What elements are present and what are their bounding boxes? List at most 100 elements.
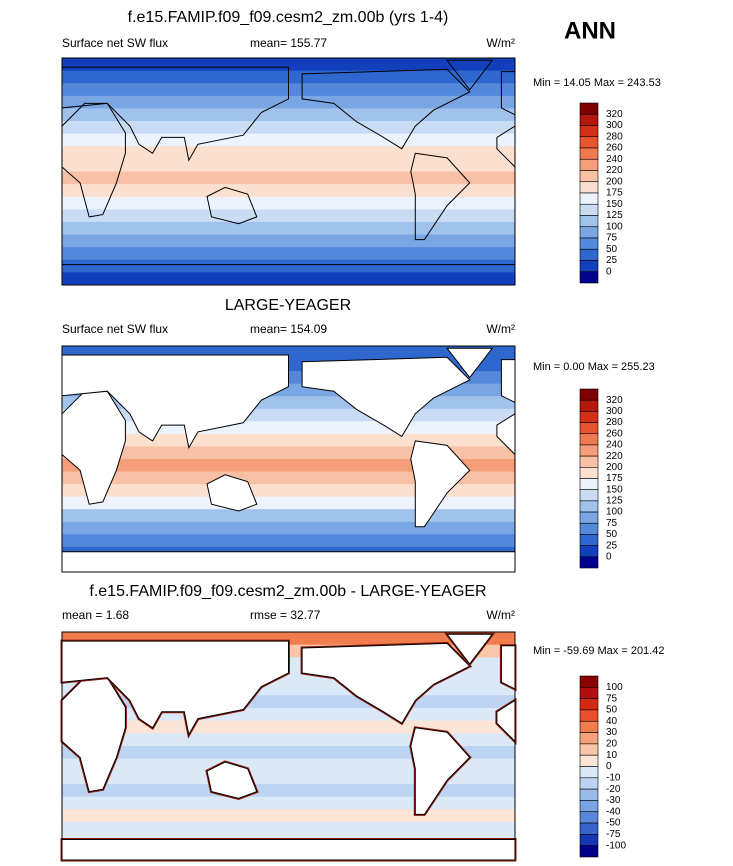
colorbar-box (579, 158, 599, 171)
colorbar-label: 175 (606, 473, 623, 484)
panel-title: LARGE-YEAGER (225, 297, 351, 314)
colorbar-label: 200 (606, 462, 623, 473)
center-label: rmse = 32.77 (250, 608, 321, 622)
colorbar-box (579, 455, 599, 468)
contour-band (62, 171, 515, 185)
colorbar-box (579, 444, 599, 457)
colorbar-label: -20 (606, 784, 621, 795)
colorbar-box (579, 522, 599, 535)
center-label: mean= 154.09 (250, 322, 327, 336)
coastline (301, 642, 471, 724)
colorbar-box (579, 226, 599, 239)
coastline (446, 347, 494, 379)
left-label: mean = 1.68 (62, 608, 129, 622)
contour-band (62, 446, 515, 460)
colorbar-label: 100 (606, 682, 623, 693)
colorbar-label: 240 (606, 440, 623, 451)
colorbar-label: 150 (606, 199, 623, 210)
colorbar-box (579, 732, 599, 745)
colorbar-label: 300 (606, 406, 623, 417)
colorbar-box (579, 709, 599, 722)
colorbar-label: 220 (606, 165, 623, 176)
colorbar-box (579, 822, 599, 835)
left-label: Surface net SW flux (62, 322, 168, 336)
contour-band (62, 771, 515, 785)
contour-band (62, 184, 515, 198)
coastline (301, 356, 471, 438)
contour-band (62, 733, 515, 747)
range-label: Min = 14.05 Max = 243.53 (533, 77, 661, 89)
coastline (61, 66, 289, 162)
colorbar-label: 240 (606, 154, 623, 165)
colorbar-box (579, 433, 599, 446)
colorbar-box (579, 720, 599, 733)
colorbar-box (579, 271, 599, 284)
colorbar-box (579, 788, 599, 801)
colorbar-label: 50 (606, 244, 618, 255)
colorbar-label: 0 (606, 551, 612, 562)
contour-band (62, 234, 515, 248)
contour-band (62, 459, 515, 473)
contour-band (62, 121, 515, 135)
contour-band (62, 146, 515, 160)
left-label: Surface net SW flux (62, 36, 168, 50)
coastline (446, 59, 494, 91)
colorbar-label: 100 (606, 221, 623, 232)
colorbar-box (579, 478, 599, 490)
colorbar-label: 200 (606, 176, 623, 187)
contour-band (62, 196, 515, 210)
contour-band (62, 209, 515, 223)
colorbar-box (579, 777, 599, 790)
contour-band (62, 421, 515, 435)
colorbar-label: 260 (606, 143, 623, 154)
contour-band (62, 133, 515, 147)
colorbar-label: 50 (606, 529, 618, 540)
colorbar-box (579, 125, 599, 138)
colorbar-box (579, 675, 599, 688)
colorbar-box (579, 845, 599, 858)
colorbar-label: 75 (606, 693, 618, 704)
contour-band (62, 58, 515, 72)
colorbar-label: 25 (606, 540, 618, 551)
contour-band (62, 521, 515, 535)
contour-band (62, 746, 515, 760)
coastline (61, 551, 516, 573)
colorbar-box (579, 556, 599, 569)
map-frame (61, 57, 516, 286)
coastline (410, 152, 471, 241)
colorbar-box (579, 203, 599, 216)
colorbar-box (579, 260, 599, 273)
colorbar-box (579, 215, 599, 228)
contour-band (62, 822, 515, 836)
colorbar-label: 150 (606, 484, 623, 495)
colorbar-label: -10 (606, 772, 621, 783)
colorbar-box (579, 834, 599, 846)
contour-band (62, 708, 515, 722)
colorbar-box (579, 102, 599, 115)
colorbar-box (579, 248, 599, 261)
contour-band (62, 272, 515, 286)
coastline (206, 186, 258, 225)
coastline (206, 474, 258, 512)
coastline (61, 640, 289, 737)
coastline (61, 102, 126, 218)
coastline (410, 440, 471, 528)
contour-band (62, 433, 515, 447)
coastline (61, 354, 289, 450)
map (61, 346, 516, 573)
contour-band (62, 484, 515, 498)
colorbar-label: 75 (606, 518, 618, 529)
colorbar-box (579, 500, 599, 513)
colorbar-label: 40 (606, 716, 618, 727)
contour-band (62, 95, 515, 109)
contour-band (62, 259, 515, 273)
coastline (500, 645, 516, 690)
panel-title: f.e15.FAMIP.f09_f09.cesm2_zm.00b - LARGE… (89, 583, 486, 600)
colorbar-box (579, 511, 599, 524)
colorbar-label: 20 (606, 739, 618, 750)
colorbar-box (579, 136, 599, 149)
colorbar-label: 10 (606, 750, 618, 761)
colorbar-box (579, 800, 599, 813)
colorbar-box (579, 422, 599, 435)
contour-band (62, 509, 515, 523)
